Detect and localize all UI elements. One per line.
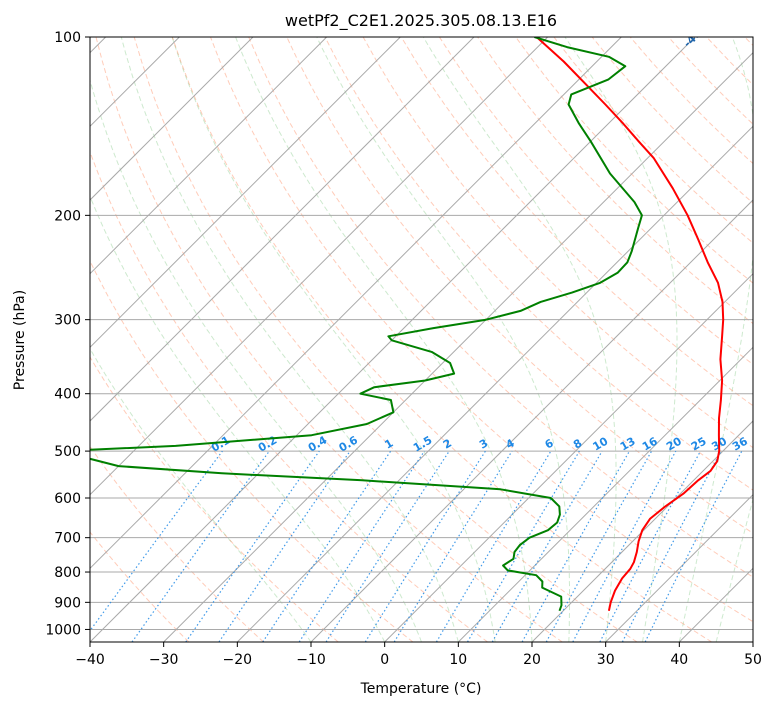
isotherm <box>236 125 753 642</box>
mixing-ratio-line <box>262 450 392 642</box>
y-tick-label: 200 <box>54 208 81 224</box>
isotherm <box>90 37 475 422</box>
isotherm <box>90 37 254 201</box>
isotherm <box>457 346 753 642</box>
y-tick-label: 700 <box>54 531 81 547</box>
isotherm <box>384 272 753 642</box>
y-tick-label: 100 <box>54 30 81 46</box>
sounding-profiles <box>90 37 725 612</box>
mixing-ratio-line <box>325 450 450 642</box>
dry-adiabat <box>95 37 563 642</box>
isotherm <box>90 37 328 275</box>
dry-adiabat <box>248 37 753 578</box>
mixing-ratio-line <box>131 450 270 642</box>
dry-adiabat <box>400 37 753 407</box>
y-tick-label: 800 <box>54 565 81 581</box>
y-tick-label: 600 <box>54 491 81 507</box>
dry-adiabat <box>90 356 339 642</box>
mixing-ratio-line <box>644 450 743 642</box>
dry-adiabat <box>90 150 488 642</box>
dewpoint-profile <box>90 37 643 612</box>
mixing-ratio-line <box>572 450 677 642</box>
chart-title: wetPf2_C2E1.2025.305.08.13.E16 <box>285 11 557 31</box>
background-lines <box>90 37 753 642</box>
mixing-ratio-line <box>393 450 513 642</box>
plot-frame <box>89 36 754 643</box>
moist-adiabat <box>715 497 753 642</box>
moist-adiabat <box>235 37 533 642</box>
moist-adiabat <box>678 37 753 642</box>
mixing-ratio-line <box>185 450 320 642</box>
x-tick-label: 0 <box>380 652 389 668</box>
moist-adiabat <box>120 37 459 642</box>
mixing-ratio-line <box>90 450 223 632</box>
dry-adiabat <box>90 531 190 642</box>
x-tick-label: 30 <box>597 652 615 668</box>
dry-adiabat <box>210 37 753 623</box>
x-tick-label: −30 <box>149 652 179 668</box>
x-tick-label: 50 <box>744 652 762 668</box>
x-tick-label: 40 <box>670 652 688 668</box>
mixing-ratio-line <box>545 450 653 642</box>
x-tick-label: −40 <box>75 652 105 668</box>
isotherm <box>531 420 753 642</box>
y-tick-label: 500 <box>54 444 81 460</box>
x-tick-label: −10 <box>296 652 326 668</box>
x-tick-label: −20 <box>223 652 253 668</box>
isotherm <box>163 51 753 642</box>
plot-area <box>90 37 753 642</box>
x-tick-label: 20 <box>523 652 541 668</box>
x-axis-label: Temperature (°C) <box>360 681 482 697</box>
mixing-ratio-line <box>218 450 351 642</box>
dry-adiabat <box>438 37 753 366</box>
moist-adiabat <box>422 37 617 642</box>
isotherm <box>90 37 622 570</box>
moist-adiabat <box>90 195 386 642</box>
isotherm <box>310 199 753 642</box>
axes: −40 −30 −20 −10 0 10 20 30 40 50 100 200 300 400 500 60… <box>45 30 762 668</box>
y-axis-label: Pressure (hPa) <box>12 290 28 390</box>
mixing-ratio-line <box>298 450 425 642</box>
y-tick-label: 400 <box>54 387 81 403</box>
isotherm <box>90 37 401 349</box>
isotherm <box>605 493 753 642</box>
dry-adiabat <box>324 37 753 491</box>
y-tick-label: 300 <box>54 313 81 329</box>
x-tick-label: 10 <box>449 652 467 668</box>
dry-adiabat <box>515 37 753 284</box>
dry-adiabat <box>133 37 638 642</box>
dry-adiabat <box>171 37 712 642</box>
y-tick-label: 1000 <box>45 622 81 638</box>
moist-adiabat <box>171 37 496 642</box>
moist-adiabat <box>564 37 678 642</box>
temperature-profile <box>535 37 725 612</box>
isotherm <box>90 37 549 496</box>
y-tick-label: 900 <box>54 595 81 611</box>
dry-adiabat <box>90 445 264 642</box>
moist-adiabat <box>316 37 571 642</box>
mixing-ratio-line <box>521 450 631 642</box>
